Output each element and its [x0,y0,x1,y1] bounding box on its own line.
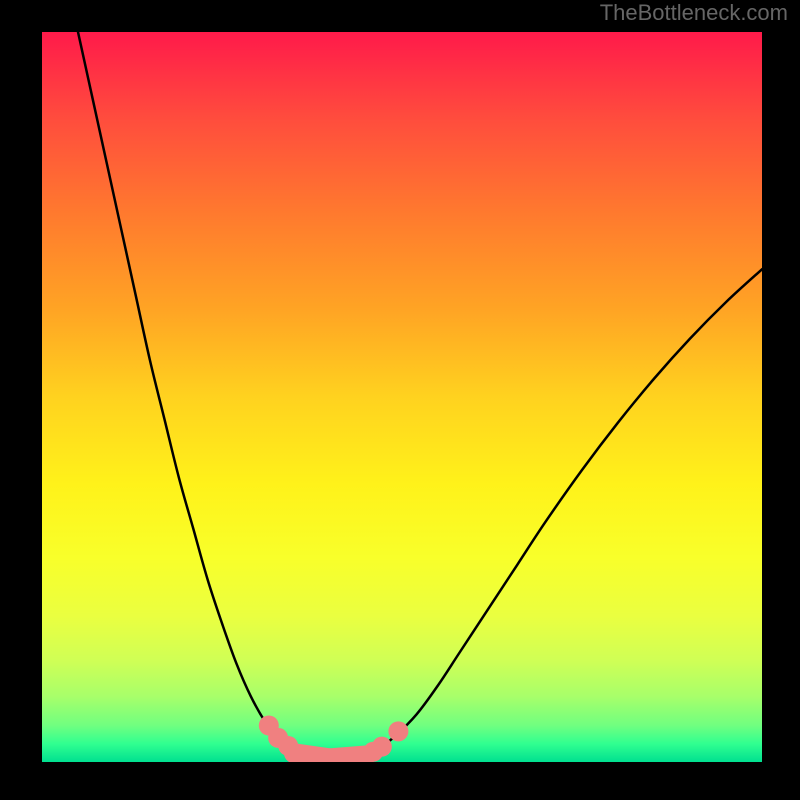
chart-container: TheBottleneck.com [0,0,800,800]
marker-pill-1 [330,755,366,758]
bottleneck-chart [0,0,800,800]
plot-background [42,32,762,762]
marker-dot-right-2 [388,721,408,741]
marker-dot-left-2 [278,736,298,756]
watermark-text: TheBottleneck.com [600,0,788,26]
marker-dot-right-1 [372,737,392,757]
